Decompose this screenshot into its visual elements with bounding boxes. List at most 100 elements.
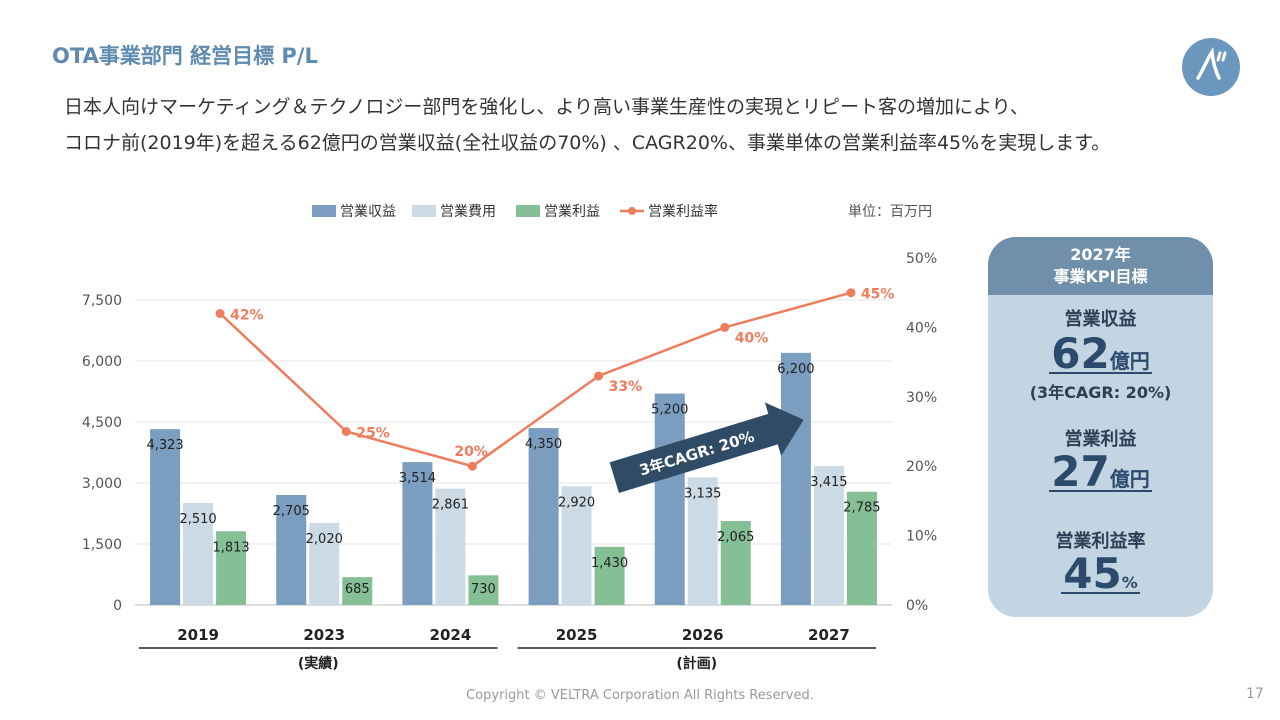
margin-data-label: 45% — [861, 287, 895, 303]
bar-cost — [435, 488, 466, 605]
bar-data-label: 1,430 — [591, 556, 628, 571]
bar-data-label: 4,350 — [525, 437, 562, 452]
y-left-tick-label: 7,500 — [82, 293, 122, 309]
page-number: 17 — [1246, 686, 1264, 702]
cagr-arrow-shape — [609, 402, 804, 493]
kpi-revenue-number: 62 — [1051, 329, 1110, 378]
unit-label: 単位：百万円 — [848, 204, 932, 220]
margin-data-label: 25% — [356, 426, 390, 442]
y-right-tick-label: 10% — [906, 529, 937, 545]
bar-profit — [468, 575, 499, 605]
bar-data-label: 2,785 — [843, 501, 880, 516]
bar-data-label: 3,135 — [684, 487, 721, 502]
legend-label: 営業利益率 — [648, 203, 718, 220]
group-label: (実績) — [298, 655, 339, 672]
bar-data-label: 2,920 — [558, 495, 595, 510]
legend-swatch — [312, 205, 336, 217]
logo-mark-icon — [1196, 46, 1227, 80]
bar-profit — [342, 577, 373, 605]
bar-profit — [594, 546, 625, 605]
margin-point — [846, 288, 856, 298]
kpi-revenue-value: 62億円 — [988, 329, 1213, 378]
y-left-tick-label: 0 — [113, 598, 122, 614]
company-logo — [1182, 38, 1240, 96]
margin-point — [215, 309, 225, 319]
group-label: (計画) — [676, 655, 717, 672]
kpi-heading-title: 事業KPI目標 — [1053, 267, 1148, 286]
bar-revenue — [654, 393, 685, 605]
y-left-tick-label: 4,500 — [82, 415, 122, 431]
margin-data-label: 40% — [735, 330, 769, 346]
margin-data-label: 42% — [230, 308, 264, 324]
y-right-tick-label: 30% — [906, 390, 937, 406]
bar-profit — [216, 531, 247, 605]
bar-data-label: 2,705 — [273, 504, 310, 519]
kpi-revenue-unit: 億円 — [1109, 349, 1150, 373]
y-left-tick-label: 6,000 — [82, 354, 122, 370]
bar-revenue — [150, 429, 181, 605]
y-left-tick-label: 3,000 — [82, 476, 122, 492]
kpi-margin-value: 45% — [988, 549, 1213, 598]
x-tick-label: 2027 — [808, 626, 850, 644]
margin-line — [219, 291, 852, 468]
bar-data-label: 2,510 — [179, 512, 216, 527]
x-tick-label: 2024 — [430, 626, 472, 644]
legend-swatch — [412, 205, 436, 217]
kpi-margin-unit: % — [1121, 573, 1138, 592]
bar-data-label: 4,323 — [146, 438, 183, 453]
kpi-revenue-note: (3年CAGR: 20%) — [1029, 383, 1172, 402]
bar-cost — [813, 466, 844, 605]
kpi-profit-label: 営業利益 — [1064, 429, 1137, 450]
margin-point — [720, 322, 730, 332]
bar-data-label: 1,813 — [212, 540, 249, 555]
y-right-tick-label: 0% — [906, 598, 928, 614]
margin-data-label: 20% — [454, 444, 488, 460]
legend-label: 営業収益 — [340, 204, 396, 220]
margin-data-label: 33% — [609, 379, 643, 395]
kpi-panel: 2027年 事業KPI目標 営業収益 62億円 (3年CAGR: 20%) 営業… — [988, 237, 1213, 617]
kpi-heading-year: 2027年 — [1070, 245, 1131, 264]
x-tick-label: 2026 — [682, 626, 724, 644]
bar-cost — [561, 486, 592, 605]
legend-swatch — [516, 205, 540, 217]
x-tick-label: 2019 — [177, 626, 219, 644]
page-title: OTA事業部門 経営目標 P/L — [52, 44, 318, 68]
legend-label: 営業利益 — [544, 204, 600, 220]
bar-revenue — [276, 494, 307, 605]
lead-text-line2: コロナ前(2019年)を超える62億円の営業収益(全社収益の70%) 、CAGR… — [64, 132, 1111, 154]
y-right-tick-label: 40% — [906, 320, 937, 336]
kpi-margin-number: 45 — [1063, 549, 1122, 598]
margin-point — [467, 461, 477, 471]
bar-data-label: 6,200 — [777, 362, 814, 377]
kpi-heading: 2027年 事業KPI目標 — [988, 237, 1213, 295]
bar-data-label: 2,065 — [717, 530, 754, 545]
kpi-revenue-label: 営業収益 — [1064, 309, 1137, 330]
legend-label: 営業費用 — [440, 204, 496, 220]
bar-cost — [687, 477, 718, 605]
margin-point — [341, 427, 351, 436]
kpi-margin-label: 営業利益率 — [1055, 531, 1146, 552]
x-tick-label: 2025 — [556, 626, 598, 644]
bar-cost — [309, 522, 340, 605]
copyright: Copyright © VELTRA Corporation All Right… — [466, 688, 814, 703]
legend-swatch-point — [628, 207, 636, 215]
x-tick-label: 2023 — [303, 626, 345, 644]
y-right-tick-label: 50% — [906, 251, 937, 267]
bar-revenue — [402, 462, 433, 605]
bar-data-label: 3,415 — [810, 475, 847, 490]
bar-data-label: 685 — [345, 582, 370, 597]
lead-text-line1: 日本人向けマーケティング＆テクノロジー部門を強化し、より高い事業生産性の実現とリ… — [64, 96, 1029, 118]
bar-profit — [720, 521, 751, 605]
y-right-tick-label: 20% — [906, 459, 937, 475]
bar-data-label: 730 — [471, 582, 496, 597]
kpi-profit-unit: 億円 — [1109, 467, 1150, 491]
kpi-profit-number: 27 — [1051, 447, 1110, 496]
bar-data-label: 2,020 — [306, 532, 343, 547]
bar-data-label: 5,200 — [651, 403, 688, 418]
bar-revenue — [528, 428, 559, 605]
y-left-tick-label: 1,500 — [82, 537, 122, 553]
bar-data-label: 3,514 — [399, 471, 436, 486]
margin-point — [594, 371, 604, 381]
bar-profit — [846, 491, 877, 605]
bar-data-label: 2,861 — [432, 498, 469, 513]
